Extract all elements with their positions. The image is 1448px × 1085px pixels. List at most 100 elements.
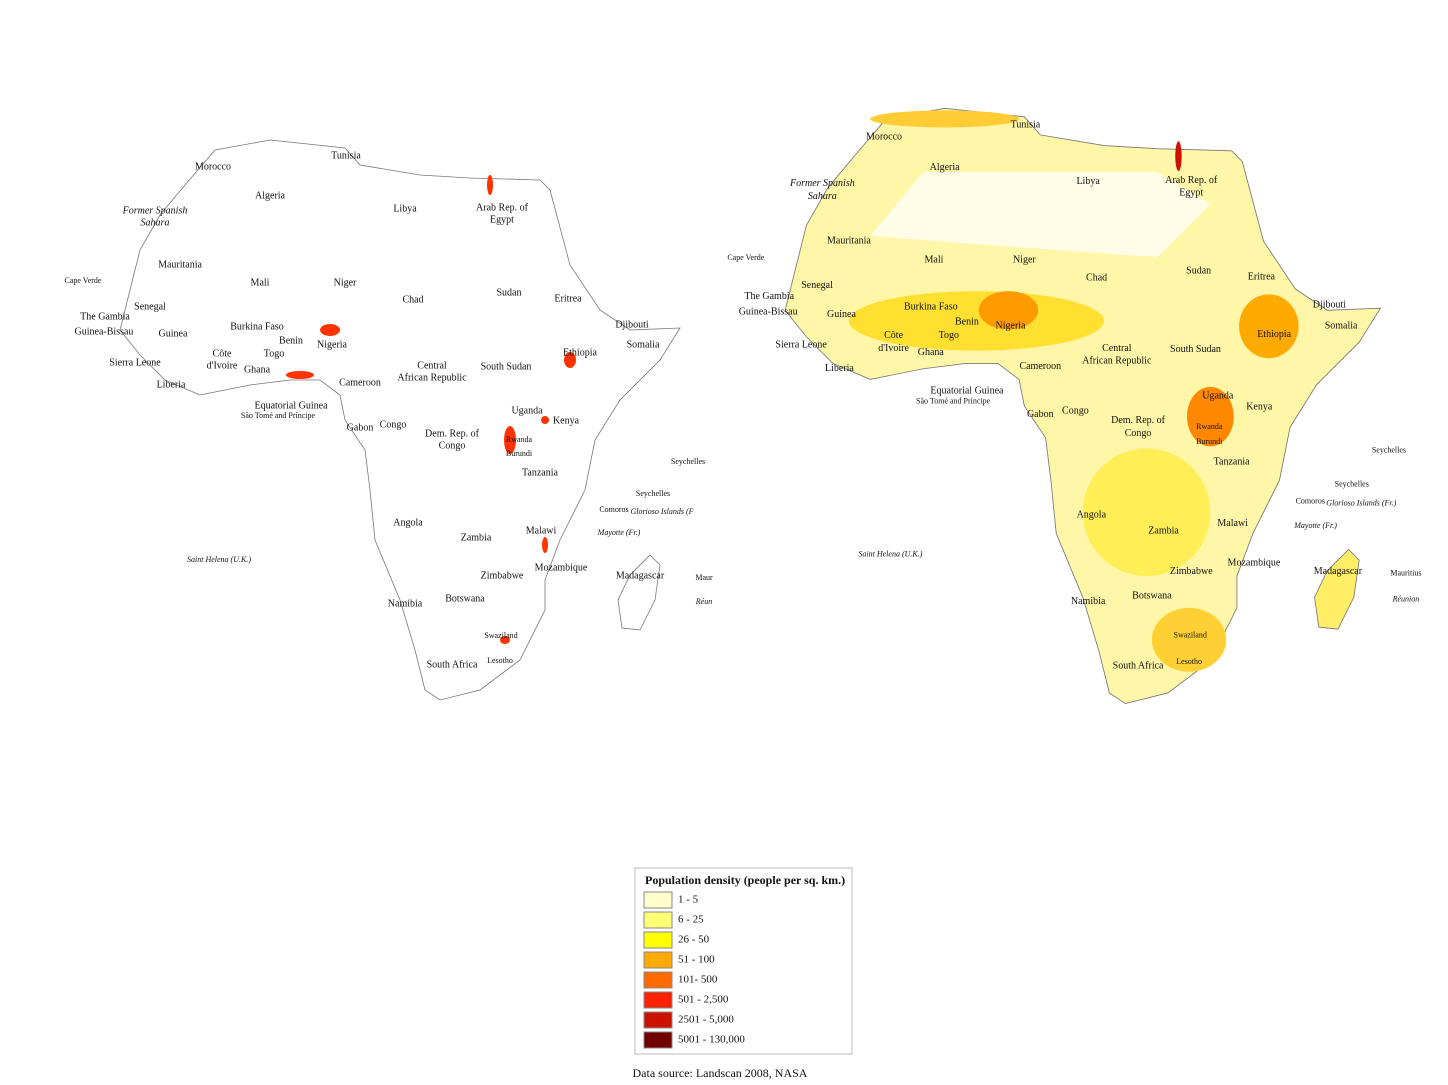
country-label: Zambia bbox=[461, 532, 492, 543]
country-label: Réun bbox=[695, 597, 712, 606]
country-label: Côte bbox=[213, 348, 232, 359]
country-label: Sudan bbox=[497, 287, 522, 298]
country-label: Tunisia bbox=[331, 150, 361, 161]
legend-label: 2501 - 5,000 bbox=[678, 1014, 734, 1026]
legend-label: 101- 500 bbox=[678, 974, 718, 986]
country-label: Rwanda bbox=[1196, 422, 1223, 431]
country-label: Saint Helena (U.K.) bbox=[858, 550, 922, 559]
country-label: Tunisia bbox=[1011, 120, 1041, 131]
country-label: Saint Helena (U.K.) bbox=[187, 555, 251, 564]
country-label: Congo bbox=[380, 419, 407, 430]
legend-label: 6 - 25 bbox=[678, 914, 704, 926]
country-label: Togo bbox=[264, 348, 284, 359]
country-label: Mauritius bbox=[1390, 569, 1421, 578]
country-label: Comoros bbox=[1296, 496, 1325, 505]
country-label: Djibouti bbox=[615, 319, 649, 330]
country-label: Dem. Rep. of bbox=[1111, 415, 1166, 426]
country-label: Nigeria bbox=[996, 321, 1027, 332]
country-label: Mauritania bbox=[827, 235, 871, 246]
country-label: Cape Verde bbox=[727, 253, 764, 262]
country-label: Malawi bbox=[1217, 518, 1248, 529]
country-label: Swaziland bbox=[484, 631, 517, 640]
map-left: Morocco Tunisia Algeria Libya Arab Rep. ofEg… bbox=[65, 139, 713, 701]
country-label: Ethiopia bbox=[563, 347, 597, 358]
country-label: Cameroon bbox=[1019, 361, 1061, 372]
country-label: Angola bbox=[1077, 510, 1107, 521]
country-label: The Gambia bbox=[744, 291, 794, 302]
legend-swatch bbox=[643, 911, 673, 929]
country-label: Dem. Rep. of bbox=[425, 428, 480, 439]
country-label: Seychelles bbox=[671, 457, 705, 466]
country-label: Chad bbox=[1086, 273, 1107, 284]
country-label: Morocco bbox=[866, 131, 902, 142]
country-label: Madagascar bbox=[616, 570, 665, 581]
country-label: Morocco bbox=[195, 161, 231, 172]
country-label: Libya bbox=[1076, 176, 1100, 187]
country-label: Cape Verde bbox=[65, 276, 102, 285]
country-label: Egypt bbox=[1179, 188, 1203, 199]
country-label: Zambia bbox=[1148, 526, 1179, 537]
country-label: Ghana bbox=[918, 347, 945, 358]
country-label: Equatorial Guinea bbox=[254, 400, 328, 411]
country-label: Senegal bbox=[801, 280, 833, 291]
legend-swatch bbox=[643, 891, 673, 909]
country-label: Arab Rep. of bbox=[476, 202, 529, 213]
country-label: Seychelles bbox=[1372, 445, 1406, 454]
country-label: São Tomé and Príncipe bbox=[916, 397, 991, 406]
country-label: Central bbox=[417, 360, 447, 371]
country-label: Equatorial Guinea bbox=[930, 385, 1004, 396]
country-label: Botswana bbox=[445, 593, 485, 604]
country-label: Mali bbox=[925, 255, 944, 266]
country-label: Benin bbox=[279, 335, 303, 346]
country-label: Sierra Leone bbox=[775, 340, 827, 351]
country-label: South Africa bbox=[427, 659, 478, 670]
country-label: Somalia bbox=[627, 339, 660, 350]
country-label: Glorioso Islands (Fr.) bbox=[1326, 499, 1396, 508]
country-label: Somalia bbox=[1325, 321, 1358, 332]
country-label: Lesotho bbox=[487, 656, 513, 665]
country-label: Côte bbox=[884, 330, 903, 341]
country-label: The Gambia bbox=[80, 311, 130, 322]
density-specks bbox=[286, 175, 576, 644]
country-label: African Republic bbox=[397, 372, 467, 383]
legend-label: 5001 - 130,000 bbox=[678, 1034, 745, 1046]
country-label: Liberia bbox=[157, 379, 186, 390]
country-label: Former Spanish bbox=[122, 205, 188, 216]
legend: Population density (people per sq. km.) … bbox=[634, 867, 853, 1055]
country-label: South Sudan bbox=[481, 361, 532, 372]
country-label: Guinea-Bissau bbox=[739, 307, 798, 318]
country-label: d'Ivoire bbox=[878, 343, 909, 354]
country-label: South Sudan bbox=[1170, 344, 1221, 355]
country-label: Burundi bbox=[1196, 437, 1223, 446]
country-label: Réunion bbox=[1392, 594, 1420, 603]
legend-items: 1 - 5 6 - 25 26 - 50 51 - 100 101- 500 501 - … bbox=[643, 891, 745, 1049]
data-source: Data source: Landscan 2008, NASA bbox=[633, 1066, 808, 1080]
country-label: Benin bbox=[955, 316, 979, 327]
country-label: Former Spanish bbox=[789, 178, 855, 189]
country-label: Zimbabwe bbox=[1170, 566, 1213, 577]
legend-label: 26 - 50 bbox=[678, 934, 710, 946]
country-label: Burundi bbox=[506, 449, 533, 458]
country-label: Botswana bbox=[1132, 591, 1172, 602]
country-label: Guinea-Bissau bbox=[75, 326, 134, 337]
country-label: Cameroon bbox=[339, 377, 381, 388]
country-label: Mali bbox=[251, 277, 270, 288]
country-label: Gabon bbox=[1027, 409, 1054, 420]
country-label: Algeria bbox=[255, 190, 286, 201]
country-label: Niger bbox=[334, 277, 357, 288]
country-label: Mayotte (Fr.) bbox=[1293, 521, 1337, 530]
country-label: Sierra Leone bbox=[109, 357, 161, 368]
country-label: Central bbox=[1102, 343, 1132, 354]
country-label: Guinea bbox=[159, 328, 188, 339]
country-label: Mozambique bbox=[535, 562, 588, 573]
country-label: Burkina Faso bbox=[230, 321, 284, 332]
madagascar-outline bbox=[617, 554, 661, 631]
country-label: Burkina Faso bbox=[904, 301, 958, 312]
country-label: Comoros bbox=[599, 505, 628, 514]
country-label: Liberia bbox=[825, 363, 854, 374]
country-label: Guinea bbox=[827, 309, 856, 320]
country-label: Angola bbox=[393, 517, 423, 528]
country-label: Maur bbox=[695, 573, 713, 582]
country-label: Uganda bbox=[1202, 391, 1234, 402]
country-label: Namibia bbox=[1071, 596, 1106, 607]
